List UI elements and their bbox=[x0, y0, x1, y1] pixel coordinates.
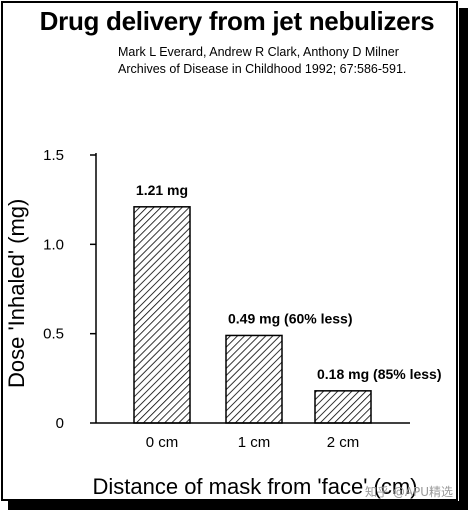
x-tick-label: 2 cm bbox=[327, 434, 360, 451]
bar bbox=[314, 390, 372, 424]
frame-shadow-bottom bbox=[8, 501, 468, 510]
bar bbox=[225, 334, 283, 424]
data-label: 0.49 mg (60% less) bbox=[228, 310, 353, 326]
y-tick-label: 1.5 bbox=[43, 147, 64, 164]
data-label: 1.21 mg bbox=[136, 182, 188, 198]
watermark-text: 知乎 @APU精选 bbox=[365, 485, 454, 499]
y-tick-label: 1.0 bbox=[43, 236, 64, 253]
bar bbox=[133, 206, 191, 424]
citation-journal: Archives of Disease in Childhood 1992; 6… bbox=[118, 62, 407, 76]
y-tick-label: 0 bbox=[56, 415, 64, 432]
x-tick-label: 0 cm bbox=[146, 434, 179, 451]
chart-title: Drug delivery from jet nebulizers bbox=[39, 6, 435, 36]
y-tick-label: 0.5 bbox=[43, 326, 64, 343]
data-label: 0.18 mg (85% less) bbox=[317, 366, 442, 382]
x-axis-label: Distance of mask from 'face' (cm) bbox=[92, 474, 418, 499]
frame-shadow-right bbox=[459, 8, 468, 507]
citation-authors: Mark L Everard, Andrew R Clark, Anthony … bbox=[118, 45, 399, 59]
x-tick-label: 1 cm bbox=[238, 434, 271, 451]
